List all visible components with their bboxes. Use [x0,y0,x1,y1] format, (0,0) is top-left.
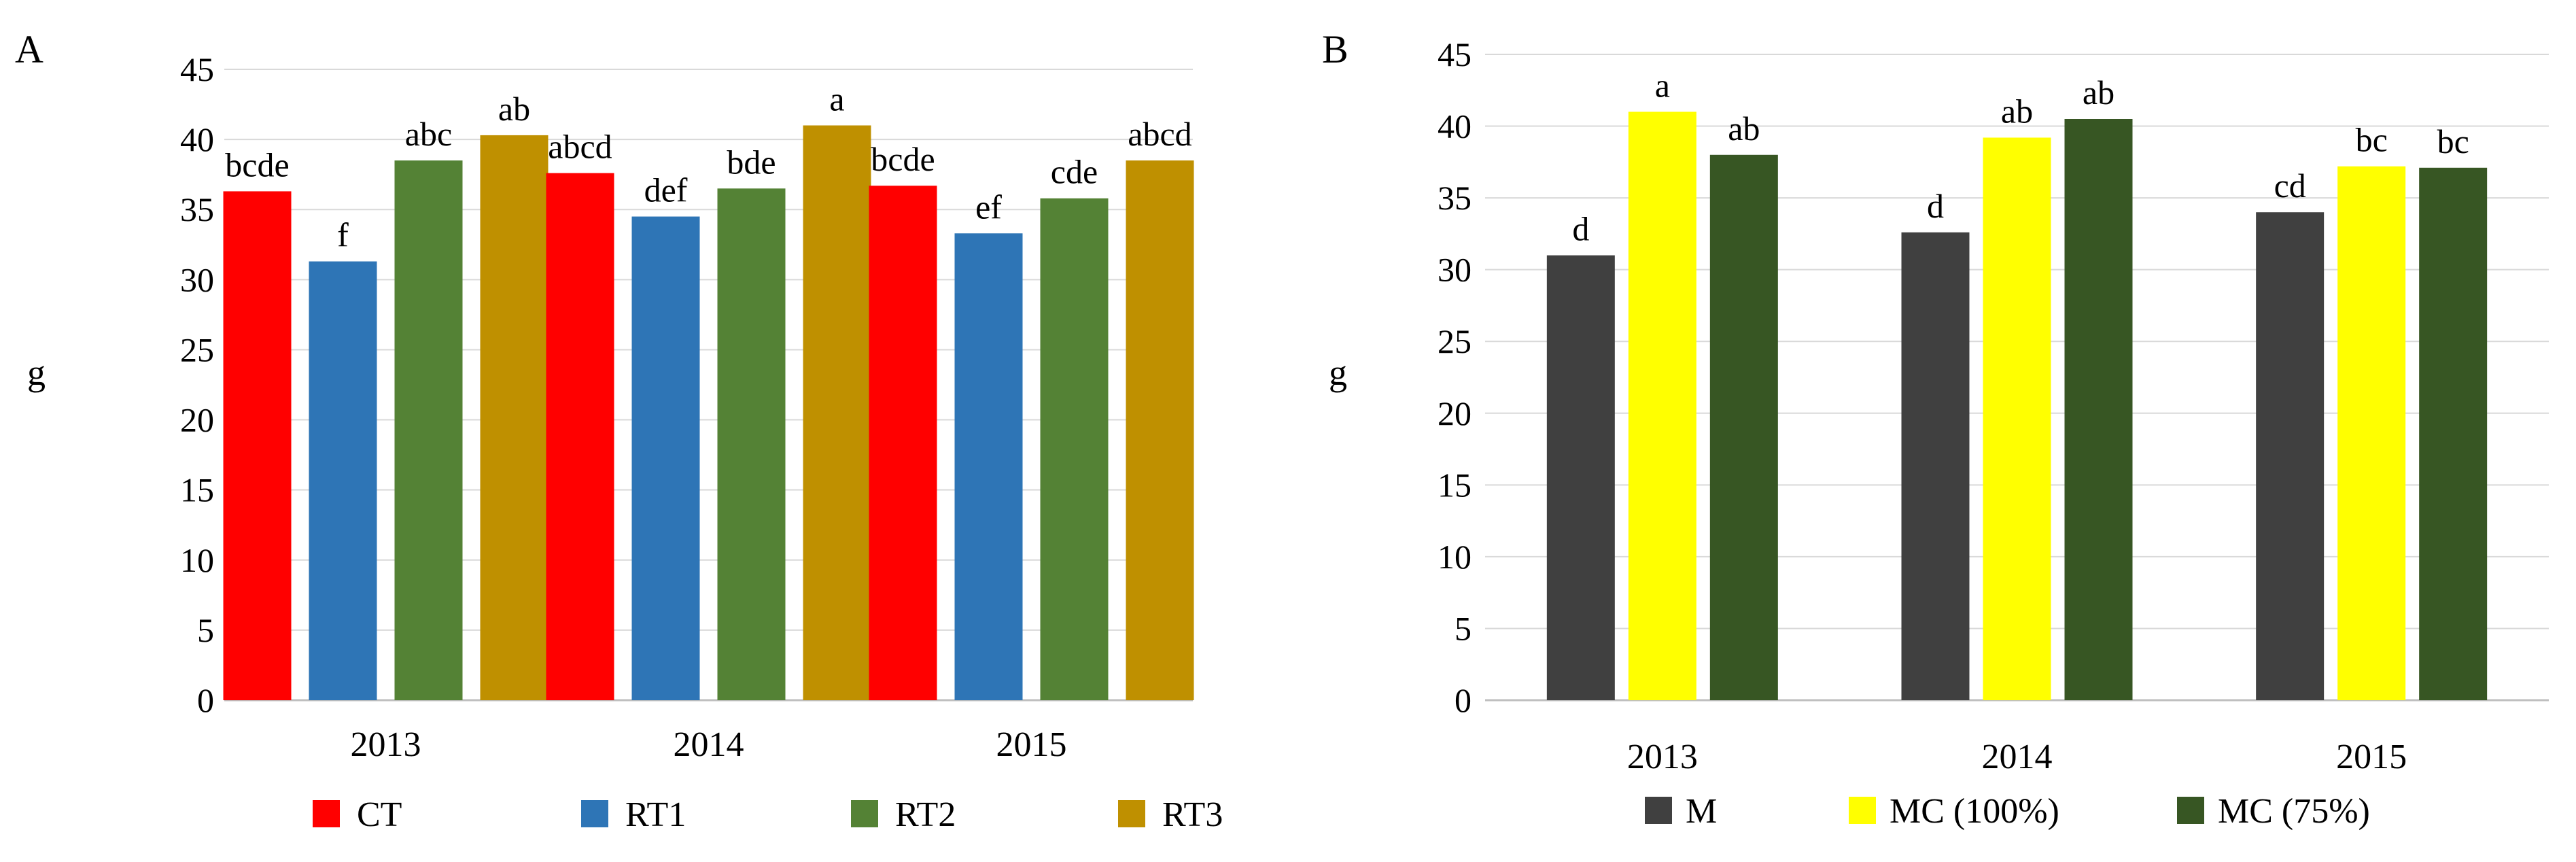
significance-label: f [337,216,349,254]
bar-mc-100-2014 [1983,137,2051,700]
y-tick-label: 15 [1438,466,1472,504]
significance-label: d [1927,187,1944,225]
y-tick-label: 0 [197,681,214,719]
bar-m-2014 [1901,232,1970,700]
x-tick-label: 2014 [674,725,744,764]
chart-b: B 0 5 10 15 20 25 30 35 40 45 g d a ab 2013 d ab ab 2014 cd b… [1322,27,2549,831]
bar-rt2-2013 [394,160,463,701]
significance-label: ab [1728,109,1760,148]
bar-mc-100-2015 [2337,166,2406,700]
significance-label: d [1572,210,1589,248]
legend-swatch [581,800,608,827]
legend-swatch [1849,797,1876,824]
legend-label: RT1 [625,795,686,834]
legend-label: RT2 [895,795,956,834]
legend-swatch [1118,800,1145,827]
significance-label: bcde [225,145,289,184]
panel-letter: A [15,27,43,71]
significance-label: ab [498,90,530,128]
y-tick-label: 25 [1438,322,1472,360]
y-tick-label: 15 [180,471,214,509]
significance-label: ef [975,188,1002,226]
legend-label: MC (75%) [2218,792,2370,831]
bar-mc-75-2013 [1709,154,1778,700]
x-tick-label: 2015 [996,725,1067,764]
significance-label: cd [2274,167,2306,205]
legend-label: CT [357,795,402,834]
y-tick-label: 30 [1438,251,1472,289]
legend-label: MC (100%) [1890,792,2059,831]
legend-swatch [1645,797,1672,824]
significance-label: abc [405,115,452,153]
bar-rt3-2014 [803,125,871,700]
significance-label: a [1655,66,1670,104]
y-tick-label: 40 [180,120,214,158]
x-tick-label: 2013 [351,725,421,764]
significance-label: bc [2356,121,2388,159]
y-tick-label: 25 [180,330,214,368]
bar-m-2015 [2256,212,2325,700]
bar-ct-2013 [223,191,292,700]
y-tick-label: 0 [1455,681,1472,719]
significance-label: def [644,171,688,209]
significance-label: bcde [871,140,935,178]
y-tick-label: 10 [1438,538,1472,576]
panel-letter: B [1322,27,1348,71]
y-tick-label: 40 [1438,107,1472,145]
x-tick-label: 2014 [1982,738,2053,776]
bar-rt2-2015 [1040,198,1109,700]
bar-rt3-2015 [1126,160,1194,701]
y-tick-label: 5 [1455,609,1472,647]
bar-rt1-2013 [309,261,377,701]
bar-m-2013 [1546,255,1615,700]
bar-mc-75-2014 [2064,119,2133,700]
y-tick-label: 35 [180,190,214,228]
significance-label: cde [1051,153,1098,191]
significance-label: bc [2437,122,2469,160]
bar-mc-100-2013 [1628,111,1696,700]
y-tick-label: 45 [180,50,214,88]
bar-rt1-2014 [631,216,700,700]
y-tick-label: 20 [1438,394,1472,432]
legend-swatch [851,800,878,827]
bar-rt3-2013 [480,135,549,700]
y-tick-label: 45 [1438,35,1472,73]
y-tick-label: 20 [180,401,214,439]
chart-a: A051015202530354045gbcdefabcab2013abcdde… [15,27,1223,834]
significance-label: a [829,80,844,118]
y-axis-label: g [27,352,46,393]
bar-rt1-2015 [954,233,1023,700]
bar-rt2-2014 [717,188,786,700]
significance-label: abcd [1128,115,1191,153]
legend-label: M [1686,792,1717,831]
bar-ct-2014 [546,173,614,701]
y-tick-label: 35 [1438,179,1472,217]
x-tick-label: 2015 [2336,738,2407,776]
y-tick-label: 10 [180,541,214,579]
legend-swatch [313,800,340,827]
significance-label: abcd [548,128,612,166]
significance-label: ab [2001,92,2033,130]
bar-mc-75-2015 [2419,167,2488,700]
significance-label: ab [2083,73,2114,111]
legend-swatch [2177,797,2204,824]
y-tick-label: 30 [180,260,214,298]
legend-label: RT3 [1162,795,1223,834]
x-tick-label: 2013 [1627,738,1698,776]
y-tick-label: 5 [197,611,214,649]
significance-label: bde [727,143,776,181]
y-axis-label: g [1329,352,1347,393]
bar-ct-2015 [869,186,937,701]
